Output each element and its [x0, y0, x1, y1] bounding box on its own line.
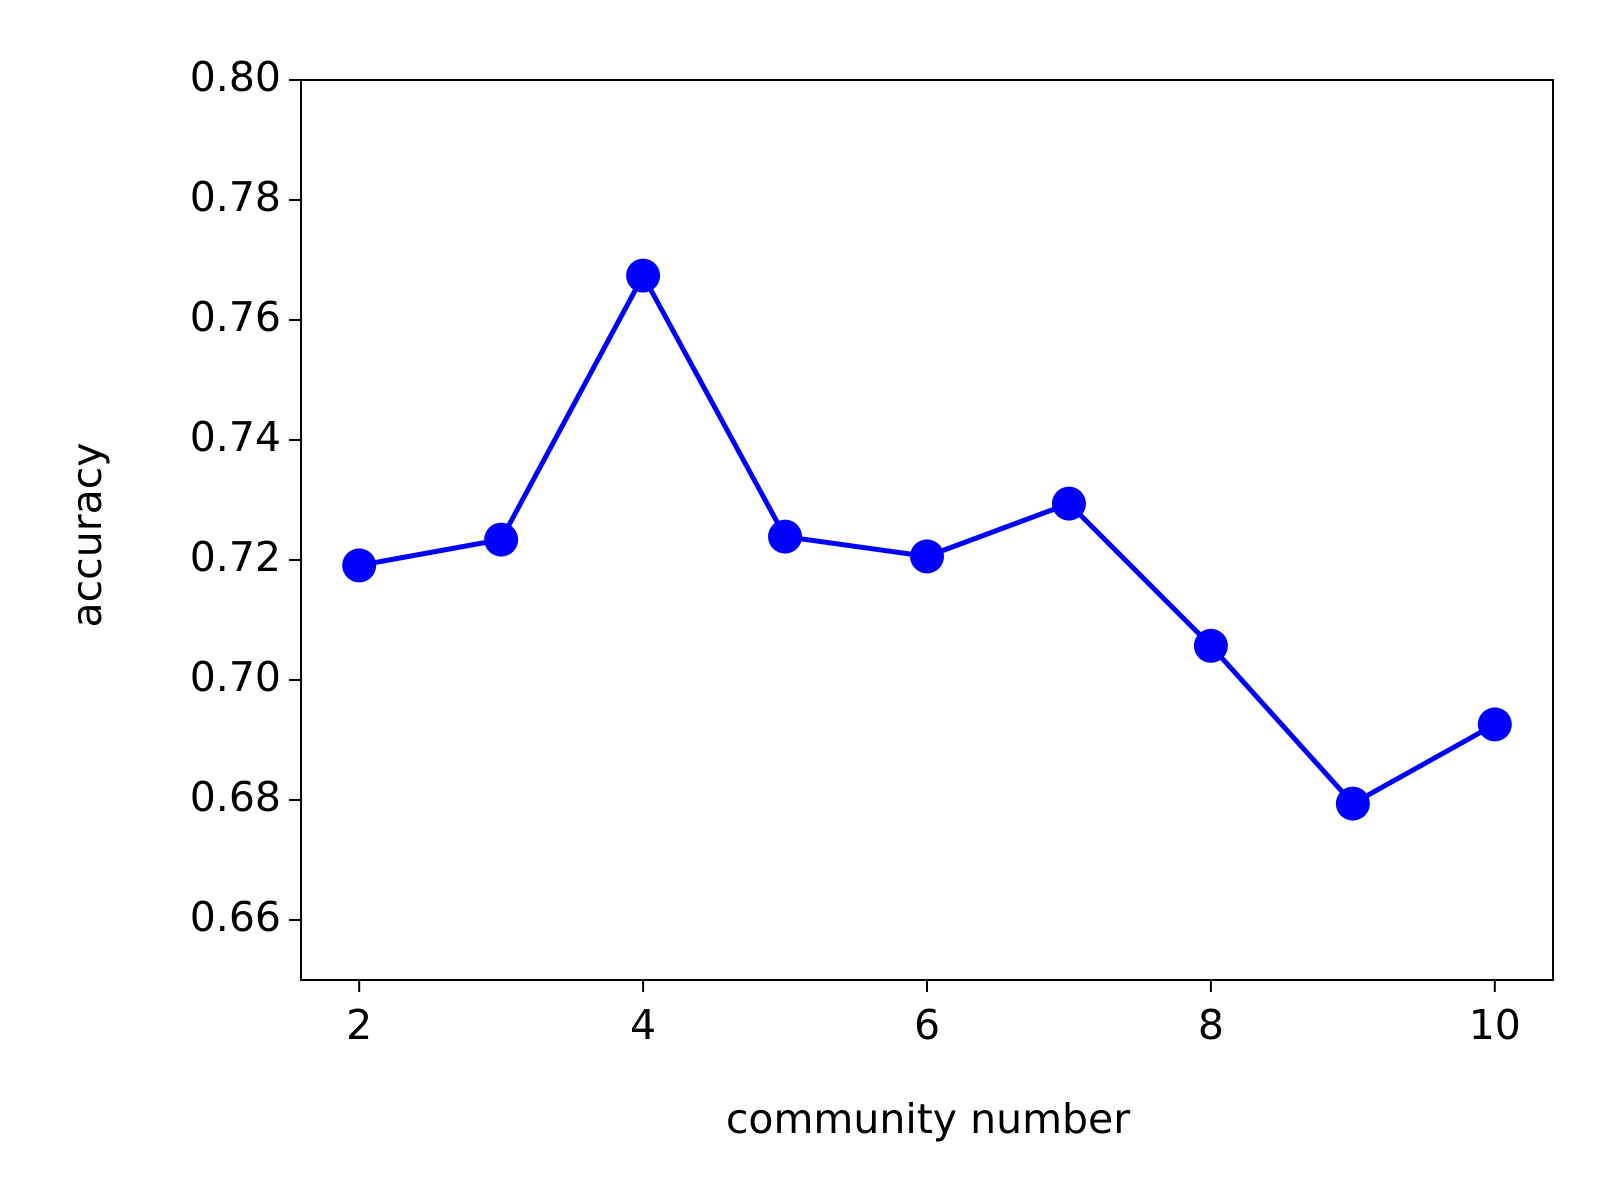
x-tick-label: 8 — [1198, 1001, 1224, 1049]
y-tick-label: 0.66 — [190, 893, 281, 941]
x-tick-label: 6 — [914, 1001, 940, 1049]
y-tick-label: 0.72 — [190, 533, 281, 581]
x-axis-label: community number — [726, 1095, 1130, 1143]
marker — [1051, 486, 1086, 521]
y-tick-label: 0.80 — [190, 53, 281, 101]
marker — [1335, 786, 1370, 821]
y-tick-label: 0.76 — [190, 293, 281, 341]
marker — [1477, 707, 1512, 742]
y-tick-label: 0.68 — [190, 773, 281, 821]
y-axis-label: accuracy — [63, 443, 111, 628]
y-tick-label: 0.74 — [190, 413, 281, 461]
x-tick-label: 2 — [346, 1001, 372, 1049]
y-tick-label: 0.70 — [190, 653, 281, 701]
marker — [768, 519, 803, 554]
marker — [342, 548, 377, 583]
marker — [910, 539, 944, 574]
marker — [626, 258, 661, 293]
marker — [484, 522, 519, 557]
y-tick-label: 0.78 — [190, 173, 281, 221]
x-tick-label: 10 — [1469, 1001, 1521, 1049]
marker — [1193, 628, 1228, 663]
x-tick-label: 4 — [630, 1001, 656, 1049]
